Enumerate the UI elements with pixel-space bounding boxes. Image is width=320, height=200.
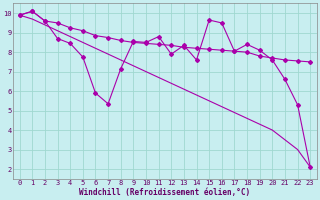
X-axis label: Windchill (Refroidissement éolien,°C): Windchill (Refroidissement éolien,°C) bbox=[79, 188, 251, 197]
